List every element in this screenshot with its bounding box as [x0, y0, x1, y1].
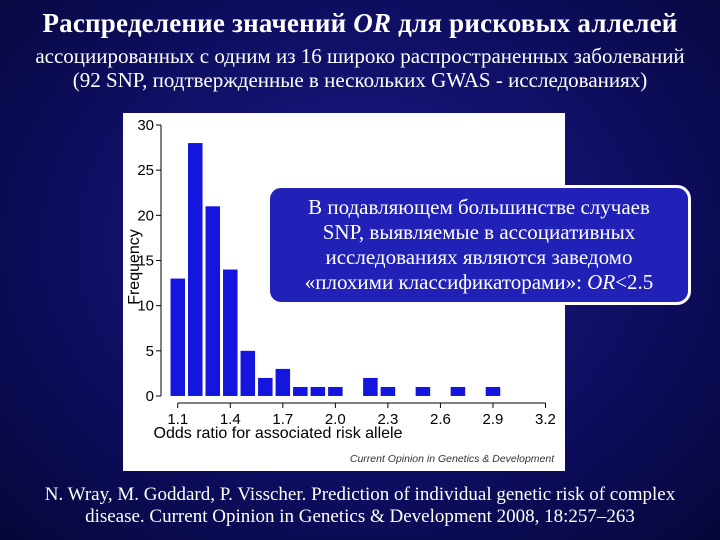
bar-14 — [485, 386, 501, 396]
title-suffix: для рисковых аллелей — [391, 8, 678, 38]
callout-line-2: SNP, выявляемые в ассоциативных — [322, 220, 636, 244]
y-tick-label-1: 5 — [146, 343, 154, 360]
histogram-chart: 0 5 10 15 20 25 30 1.1 1.4 1.7 2.0 2.3 2.6 2.9 3.2 Fr… — [126, 117, 556, 465]
citation-line-1: N. Wray, M. Goddard, P. Visscher. Predic… — [44, 484, 676, 505]
bar-12 — [415, 386, 431, 396]
title-prefix: Распределение значений — [42, 8, 354, 38]
subtitle-line-1: ассоциированных с одним из 16 широко рас… — [35, 44, 685, 68]
callout-or: OR — [587, 270, 616, 294]
x-ticks-group: 1.1 1.4 1.7 2.0 2.3 2.6 2.9 3.2 — [167, 403, 556, 428]
bar-8 — [310, 386, 326, 396]
callout-box: В подавляющем большинстве случаев SNP, в… — [267, 185, 691, 305]
callout-line-1: В подавляющем большинстве случаев — [308, 195, 650, 219]
callout-line-4-prefix: «плохими классификаторами»: — [304, 270, 588, 294]
y-tick-label-2: 10 — [137, 298, 154, 315]
citation: N. Wray, M. Goddard, P. Visscher. Predic… — [0, 484, 720, 528]
x-tick-label-4: 2.3 — [377, 411, 398, 428]
callout-line-4: «плохими классификаторами»: OR<2.5 — [270, 270, 688, 295]
title-or: OR — [353, 8, 392, 38]
x-tick-label-3: 2.0 — [325, 411, 346, 428]
bar-9 — [328, 386, 343, 396]
y-ticks-group: 0 5 10 15 20 25 30 — [137, 117, 161, 405]
bar-5 — [258, 377, 273, 396]
callout-line-3: исследованиях являются заведомо — [325, 245, 633, 269]
callout-line-4-suffix: <2.5 — [615, 270, 654, 294]
x-tick-label-1: 1.4 — [220, 411, 241, 428]
bar-0 — [170, 278, 186, 396]
bar-4 — [240, 350, 256, 396]
y-tick-label-3: 15 — [137, 253, 154, 270]
x-tick-label-6: 2.9 — [483, 411, 504, 428]
x-tick-label-7: 3.2 — [535, 411, 556, 428]
y-tick-label-4: 20 — [137, 207, 154, 224]
subtitle-line-2: (92 SNP, подтвержденные в нескольких GWA… — [72, 68, 648, 92]
y-tick-label-5: 25 — [137, 162, 154, 179]
bar-2 — [205, 206, 221, 396]
x-tick-label-2: 1.7 — [272, 411, 293, 428]
y-tick-label-6: 30 — [137, 117, 154, 134]
x-tick-label-5: 2.6 — [430, 411, 451, 428]
citation-line-2: disease. Current Opinion in Genetics & D… — [85, 506, 635, 527]
slide-subtitle: ассоциированных с одним из 16 широко рас… — [0, 44, 720, 92]
bar-1 — [188, 143, 203, 396]
source-label: Current Opinion in Genetics & Developmen… — [350, 453, 555, 465]
y-axis-label: Frequency — [126, 229, 143, 305]
bar-11 — [380, 386, 396, 396]
y-tick-label-0: 0 — [146, 388, 154, 405]
x-tick-label-0: 1.1 — [167, 411, 188, 428]
bar-7 — [293, 386, 308, 396]
bar-10 — [363, 377, 378, 396]
bar-3 — [223, 269, 238, 396]
bars-group — [170, 143, 501, 396]
bar-13 — [450, 386, 466, 396]
slide-title: Распределение значений OR для рисковых а… — [0, 8, 720, 39]
bar-6 — [275, 368, 291, 396]
x-axis-label: Odds ratio for associated risk allele — [154, 425, 403, 442]
